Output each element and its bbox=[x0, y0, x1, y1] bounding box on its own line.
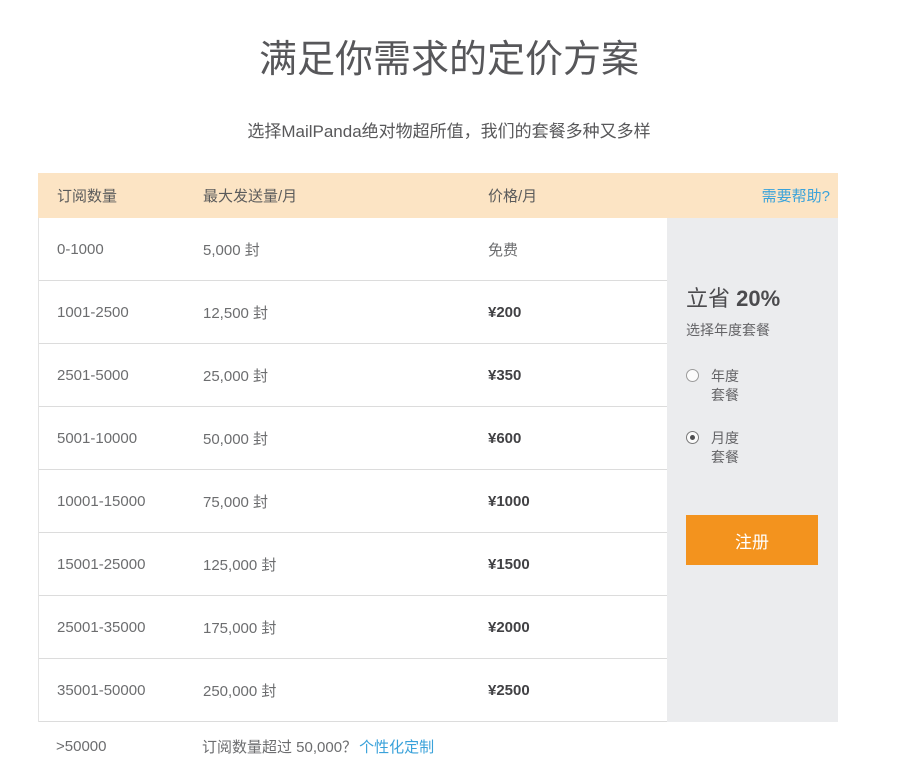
monthly-plan-radio[interactable] bbox=[686, 431, 699, 444]
promo-title: 立省 20% bbox=[686, 281, 819, 313]
cell-price: ¥2500 bbox=[488, 681, 530, 699]
plan-options: 年度 套餐月度 套餐 bbox=[686, 367, 819, 467]
table-row: 15001-25000 125,000 封 ¥1500 bbox=[39, 533, 667, 596]
cell-volume: 12,500 封 bbox=[203, 304, 269, 322]
table-row: 2501-5000 25,000 封 ¥350 bbox=[39, 344, 667, 407]
cell-price: 免费 bbox=[488, 241, 519, 259]
header-price: 价格/月 bbox=[488, 188, 538, 205]
help-link[interactable]: 需要帮助? bbox=[761, 188, 830, 205]
promo-percent: 20% bbox=[736, 286, 781, 311]
plan-option-annual[interactable]: 年度 套餐 bbox=[686, 367, 819, 405]
table-body-wrap: 0-1000 5,000 封 免费 1001-2500 12,500 封 ¥200 2501… bbox=[38, 218, 838, 722]
table-header: 订阅数量 最大发送量/月 价格/月 需要帮助? bbox=[38, 173, 838, 218]
promo-prefix: 立省 bbox=[686, 286, 737, 311]
plan-sidebar: 立省 20% 选择年度套餐 年度 套餐月度 套餐 注册 bbox=[667, 218, 838, 722]
custom-row: >50000 订阅数量超过 50,000？ 个性化定制 bbox=[38, 722, 838, 771]
cell-volume: 125,000 封 bbox=[203, 556, 277, 574]
page-title: 满足你需求的定价方案 bbox=[258, 39, 639, 81]
cell-subscribers: 5001-10000 bbox=[57, 429, 138, 447]
cell-volume: 50,000 封 bbox=[203, 430, 269, 448]
cell-price: ¥1000 bbox=[488, 492, 530, 510]
table-row: 0-1000 5,000 封 免费 bbox=[39, 218, 667, 281]
custom-row-range: >50000 bbox=[56, 738, 107, 755]
custom-row-text: 订阅数量超过 50,000？ bbox=[202, 739, 358, 756]
plan-option-label: 月度 套餐 bbox=[711, 430, 739, 465]
promo-subtitle: 选择年度套餐 bbox=[686, 322, 770, 338]
customize-link[interactable]: 个性化定制 bbox=[359, 739, 435, 756]
cell-price: ¥600 bbox=[488, 429, 522, 447]
pricing-section: 订阅数量 最大发送量/月 价格/月 需要帮助? 0-1000 5,000 封 免费 1… bbox=[38, 173, 838, 771]
cell-subscribers: 15001-25000 bbox=[57, 555, 146, 573]
signup-button[interactable]: 注册 bbox=[686, 515, 818, 565]
table-row: 35001-50000 250,000 封 ¥2500 bbox=[39, 659, 667, 722]
cell-subscribers: 0-1000 bbox=[57, 240, 104, 258]
cell-subscribers: 1001-2500 bbox=[57, 303, 129, 321]
cell-subscribers: 35001-50000 bbox=[57, 681, 146, 699]
cell-volume: 75,000 封 bbox=[203, 493, 269, 511]
cell-volume: 25,000 封 bbox=[203, 367, 269, 385]
table-row: 10001-15000 75,000 封 ¥1000 bbox=[39, 470, 667, 533]
cell-volume: 250,000 封 bbox=[203, 682, 277, 700]
table-row: 5001-10000 50,000 封 ¥600 bbox=[39, 407, 667, 470]
table-row: 25001-35000 175,000 封 ¥2000 bbox=[39, 596, 667, 659]
header-subscribers: 订阅数量 bbox=[57, 188, 118, 205]
cell-subscribers: 25001-35000 bbox=[57, 618, 146, 636]
cell-subscribers: 2501-5000 bbox=[57, 366, 129, 384]
custom-row-content: 订阅数量超过 50,000？ 个性化定制 bbox=[202, 736, 434, 757]
page-subtitle: 选择MailPanda绝对物超所值，我们的套餐多种又多样 bbox=[247, 122, 651, 141]
table-body: 0-1000 5,000 封 免费 1001-2500 12,500 封 ¥200 2501… bbox=[38, 218, 667, 722]
table-row: 1001-2500 12,500 封 ¥200 bbox=[39, 281, 667, 344]
cell-volume: 5,000 封 bbox=[203, 241, 260, 259]
header-volume: 最大发送量/月 bbox=[203, 188, 298, 205]
cell-price: ¥350 bbox=[488, 366, 522, 384]
annual-plan-radio[interactable] bbox=[686, 369, 699, 382]
plan-option-monthly[interactable]: 月度 套餐 bbox=[686, 429, 819, 467]
header-help-col: 需要帮助? bbox=[537, 185, 838, 206]
cell-price: ¥1500 bbox=[488, 555, 530, 573]
plan-option-label: 年度 套餐 bbox=[711, 368, 739, 403]
cell-volume: 175,000 封 bbox=[203, 619, 277, 637]
cell-subscribers: 10001-15000 bbox=[57, 492, 146, 510]
cell-price: ¥200 bbox=[488, 303, 522, 321]
cell-price: ¥2000 bbox=[488, 618, 530, 636]
